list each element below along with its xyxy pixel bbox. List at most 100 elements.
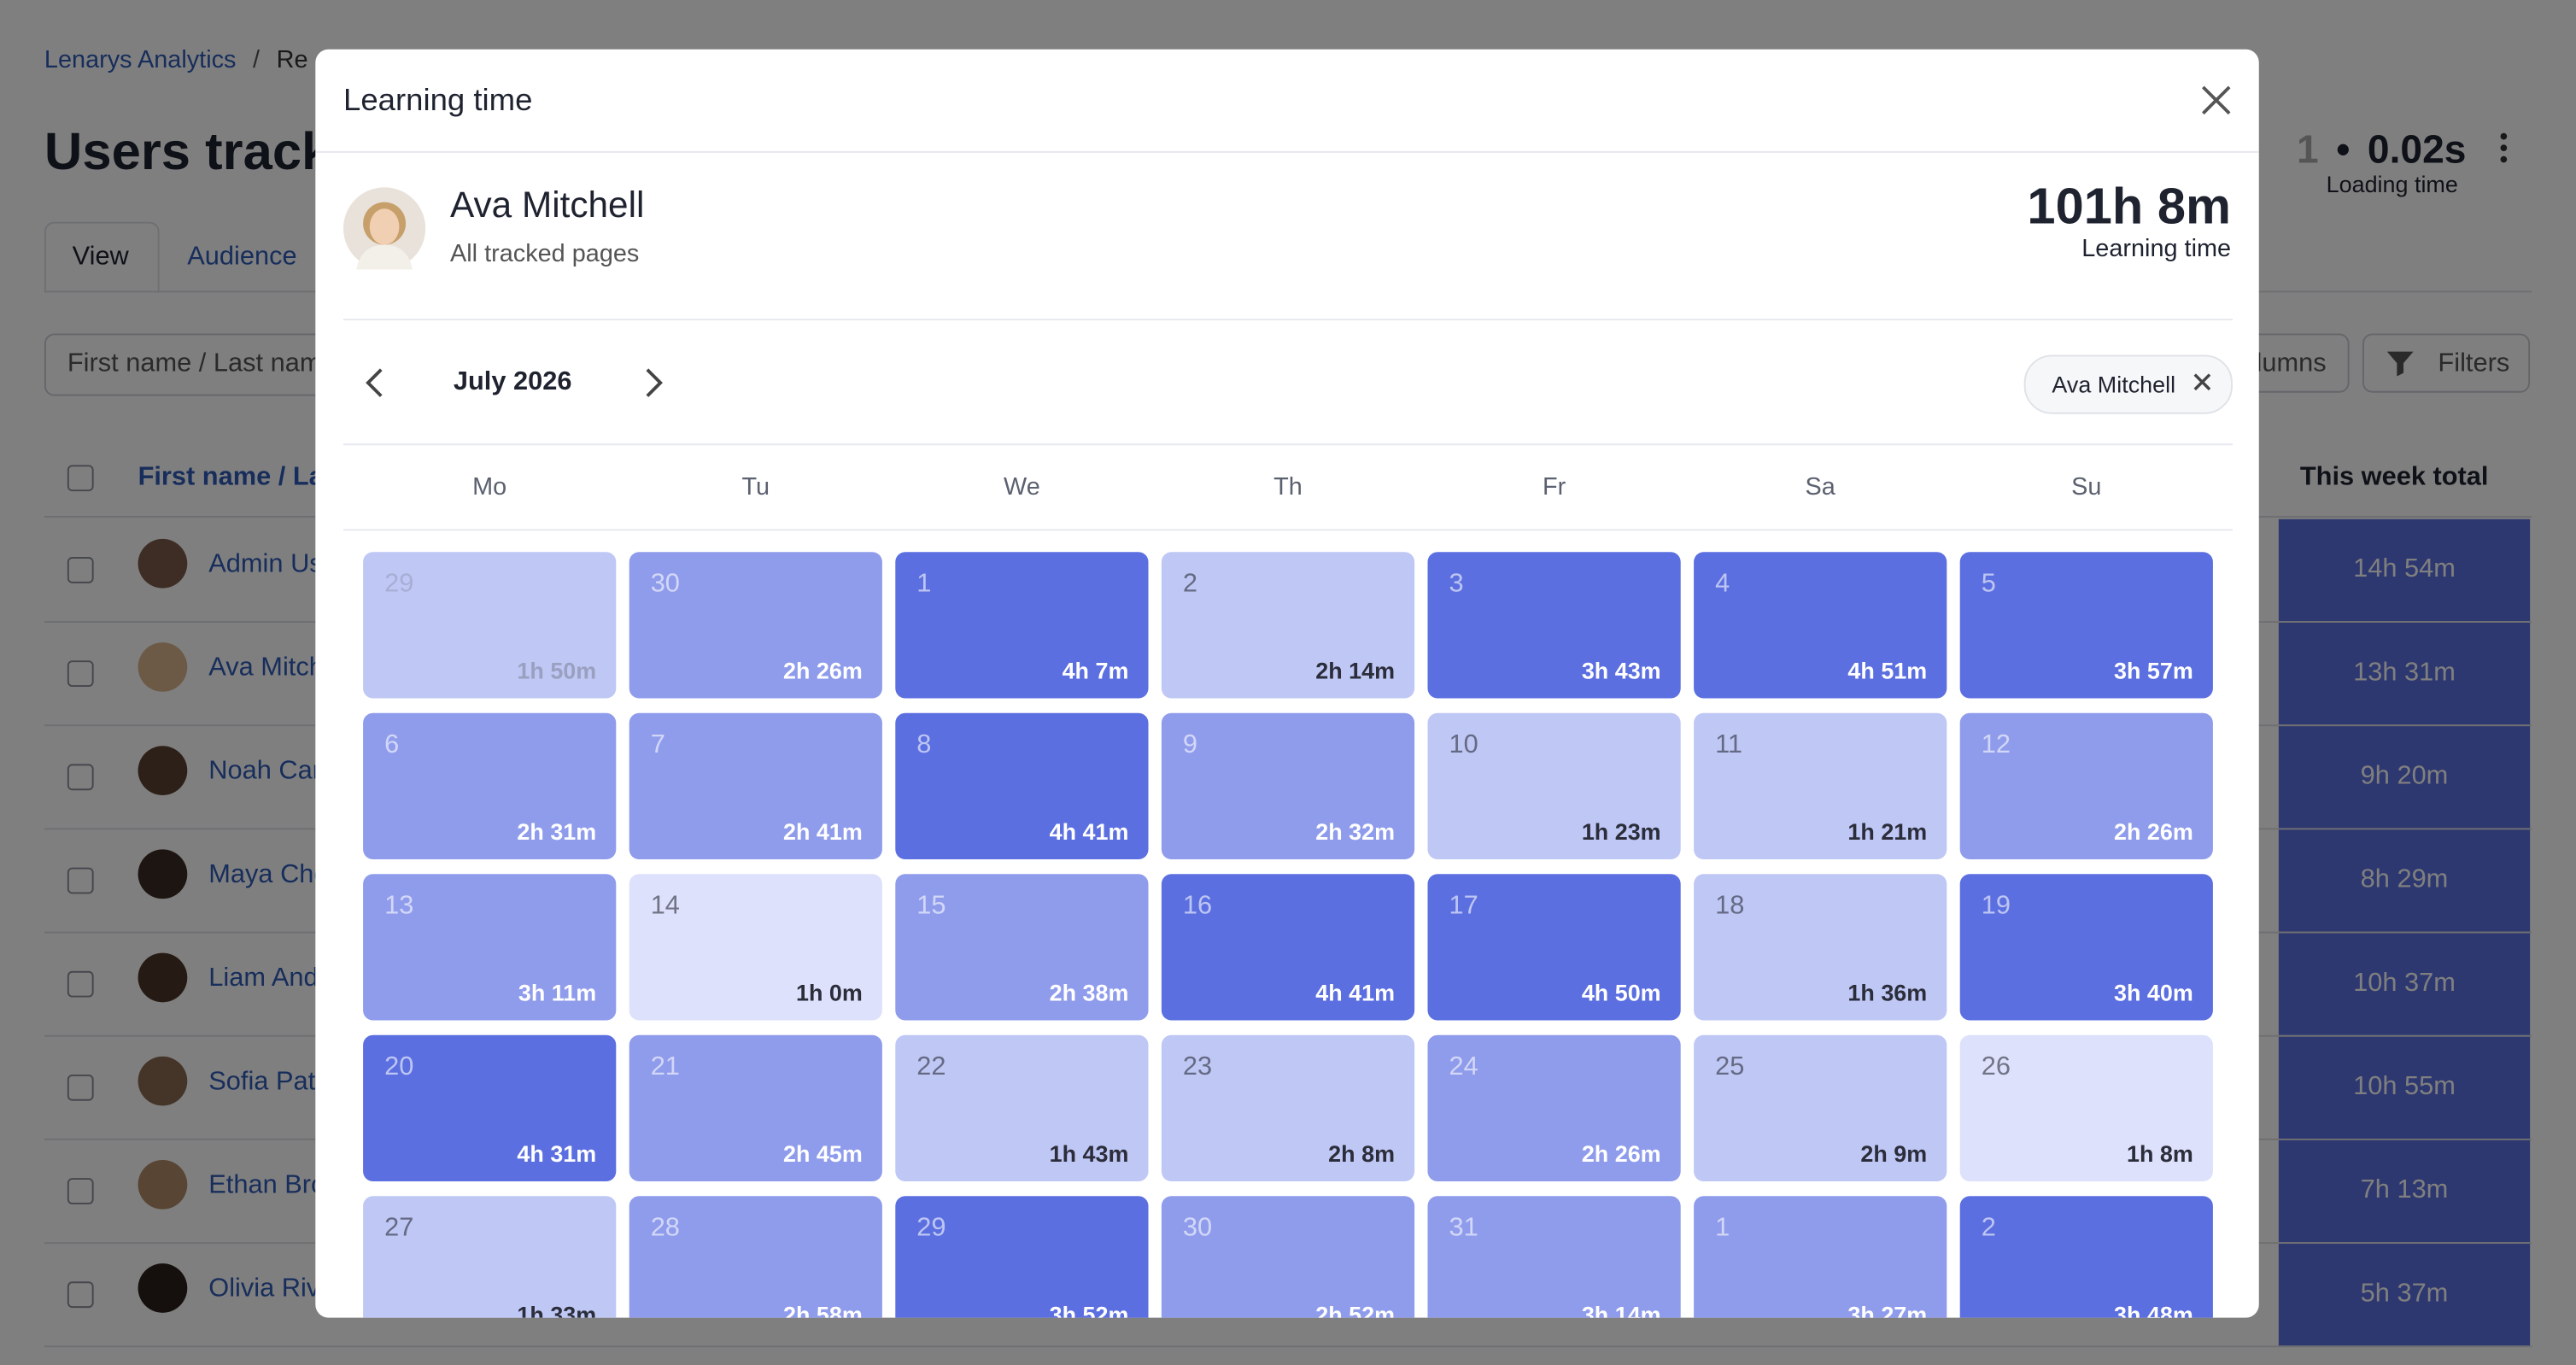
day-cell[interactable]: 12 2h 26m: [1959, 712, 2213, 859]
total-time: 101h 8m: [2027, 177, 2232, 236]
day-number: 2: [1182, 570, 1198, 599]
user-subtitle: All tracked pages: [450, 239, 640, 268]
day-cell[interactable]: 26 1h 8m: [1959, 1034, 2213, 1181]
day-cell[interactable]: 3 3h 43m: [1427, 552, 1681, 699]
day-time: 2h 38m: [1049, 979, 1129, 1006]
weekday-label: Mo: [472, 472, 507, 501]
next-month[interactable]: [644, 368, 664, 398]
day-time: 4h 41m: [1049, 817, 1129, 845]
day-cell[interactable]: 4 4h 51m: [1694, 552, 1947, 699]
weekday-label: Su: [2071, 472, 2102, 501]
total-label: Learning time: [2081, 235, 2232, 263]
day-cell[interactable]: 11 1h 21m: [1694, 712, 1947, 859]
user-name: Ava Mitchell: [450, 184, 645, 226]
day-time: 4h 7m: [1062, 657, 1129, 684]
day-time: 2h 58m: [783, 1301, 863, 1318]
day-time: 1h 21m: [1847, 817, 1928, 845]
day-cell[interactable]: 29 3h 52m: [895, 1196, 1149, 1318]
day-number: 3: [1449, 570, 1464, 599]
day-time: 2h 8m: [1328, 1139, 1396, 1167]
day-time: 3h 48m: [2114, 1301, 2193, 1318]
day-number: 14: [650, 892, 680, 921]
day-time: 1h 43m: [1049, 1139, 1129, 1167]
day-number: 28: [650, 1214, 680, 1243]
day-time: 3h 14m: [1581, 1301, 1661, 1318]
day-cell[interactable]: 8 4h 41m: [895, 712, 1149, 859]
day-number: 27: [384, 1214, 414, 1243]
day-number: 1: [1715, 1214, 1730, 1243]
day-number: 15: [916, 892, 946, 921]
day-cell[interactable]: 10 1h 23m: [1427, 712, 1681, 859]
day-time: 3h 57m: [2114, 657, 2193, 684]
day-cell[interactable]: 5 3h 57m: [1959, 552, 2213, 699]
day-time: 1h 8m: [2126, 1139, 2193, 1167]
day-number: 31: [1449, 1214, 1478, 1243]
day-number: 21: [650, 1052, 680, 1081]
day-time: 2h 26m: [2114, 817, 2193, 845]
day-time: 2h 26m: [1581, 1139, 1661, 1167]
day-time: 2h 26m: [783, 657, 863, 684]
day-time: 1h 33m: [517, 1301, 597, 1318]
day-cell[interactable]: 1 4h 7m: [895, 552, 1149, 699]
day-cell[interactable]: 29 1h 50m: [363, 552, 617, 699]
day-time: 4h 51m: [1847, 657, 1928, 684]
day-cell[interactable]: 18 1h 36m: [1694, 874, 1947, 1021]
day-cell[interactable]: 24 2h 26m: [1427, 1034, 1681, 1181]
day-cell[interactable]: 30 2h 26m: [629, 552, 882, 699]
day-time: 1h 23m: [1581, 817, 1661, 845]
day-number: 29: [384, 570, 414, 599]
day-time: 1h 36m: [1847, 979, 1928, 1006]
modal: Learning time Ava Mitchell All tracked p…: [315, 49, 2259, 1318]
day-cell[interactable]: 19 3h 40m: [1959, 874, 2213, 1021]
day-cell[interactable]: 20 4h 31m: [363, 1034, 617, 1181]
day-cell[interactable]: 17 4h 50m: [1427, 874, 1681, 1021]
day-cell[interactable]: 23 2h 8m: [1161, 1034, 1415, 1181]
day-cell[interactable]: 30 2h 52m: [1161, 1196, 1415, 1318]
day-number: 22: [916, 1052, 946, 1081]
day-cell[interactable]: 22 1h 43m: [895, 1034, 1149, 1181]
day-cell[interactable]: 27 1h 33m: [363, 1196, 617, 1318]
day-cell[interactable]: 28 2h 58m: [629, 1196, 882, 1318]
day-time: 3h 43m: [1581, 657, 1661, 684]
day-number: 6: [384, 730, 400, 759]
prev-month[interactable]: [365, 368, 384, 398]
day-cell[interactable]: 14 1h 0m: [629, 874, 882, 1021]
day-time: 1h 50m: [517, 657, 597, 684]
day-time: 4h 31m: [517, 1139, 597, 1167]
day-cell[interactable]: 9 2h 32m: [1161, 712, 1415, 859]
day-time: 2h 45m: [783, 1139, 863, 1167]
day-cell[interactable]: 25 2h 9m: [1694, 1034, 1947, 1181]
day-time: 4h 50m: [1581, 979, 1661, 1006]
divider: [343, 529, 2233, 531]
day-cell[interactable]: 15 2h 38m: [895, 874, 1149, 1021]
day-number: 23: [1182, 1052, 1213, 1081]
day-number: 11: [1715, 730, 1743, 759]
day-number: 30: [650, 570, 680, 599]
day-time: 2h 9m: [1860, 1139, 1928, 1167]
day-cell[interactable]: 2 3h 48m: [1959, 1196, 2213, 1318]
day-cell[interactable]: 2 2h 14m: [1161, 552, 1415, 699]
day-cell[interactable]: 6 2h 31m: [363, 712, 617, 859]
day-cell[interactable]: 16 4h 41m: [1161, 874, 1415, 1021]
day-cell[interactable]: 1 3h 27m: [1694, 1196, 1947, 1318]
chip-remove[interactable]: [2193, 373, 2211, 391]
day-time: 3h 27m: [1847, 1301, 1928, 1318]
day-number: 8: [916, 730, 932, 759]
day-number: 13: [384, 892, 414, 921]
day-time: 3h 11m: [518, 979, 597, 1006]
day-number: 7: [650, 730, 665, 759]
day-cell[interactable]: 31 3h 14m: [1427, 1196, 1681, 1318]
day-cell[interactable]: 7 2h 41m: [629, 712, 882, 859]
header-divider: [315, 150, 2259, 153]
day-number: 25: [1715, 1052, 1745, 1081]
day-time: 2h 32m: [1315, 817, 1396, 845]
day-cell[interactable]: 21 2h 45m: [629, 1034, 882, 1181]
day-cell[interactable]: 13 3h 11m: [363, 874, 617, 1021]
close-button[interactable]: [2201, 85, 2231, 115]
day-number: 9: [1182, 730, 1198, 759]
day-time: 3h 52m: [1049, 1301, 1129, 1318]
day-number: 1: [916, 570, 932, 599]
modal-title: Learning time: [343, 84, 533, 119]
